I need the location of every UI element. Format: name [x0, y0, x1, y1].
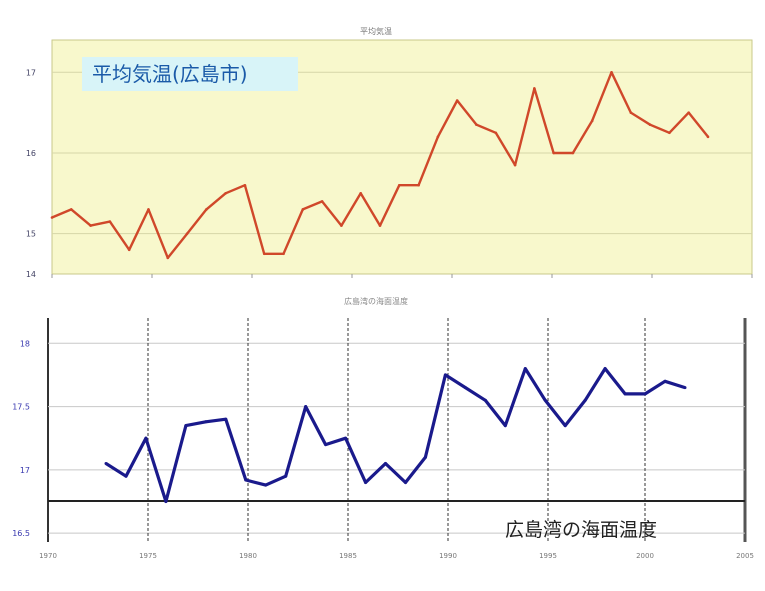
- top-data-point: [668, 131, 671, 135]
- bottom-x-tick-label: 1995: [539, 552, 557, 560]
- top-y-tick-label: 14: [26, 270, 36, 279]
- bottom-x-tick-label: 2005: [736, 552, 754, 560]
- bottom-data-point: [364, 481, 368, 485]
- bottom-series-line: [105, 366, 686, 504]
- top-x-tick-marks: [51, 274, 753, 278]
- bottom-chart-sea-temperature: 18 17.5 17 16.5 1970 1975 1980 1985 1990 1995 200…: [0, 290, 765, 591]
- top-data-point: [301, 208, 305, 211]
- bottom-data-point: [124, 474, 128, 478]
- top-chart-air-temperature: 平均気温 17 16 15 14 平均気温(広島市): [0, 0, 765, 290]
- top-data-point: [108, 220, 112, 223]
- top-data-point: [417, 183, 420, 187]
- top-data-point: [359, 192, 363, 195]
- top-data-point: [166, 256, 170, 260]
- bottom-y-tick-label: 17.5: [12, 403, 30, 412]
- top-legend-box: [82, 57, 298, 91]
- top-series-points: [50, 70, 710, 260]
- top-data-point: [147, 208, 150, 211]
- bottom-data-point: [224, 417, 228, 421]
- top-data-point: [127, 248, 131, 252]
- top-data-point: [243, 183, 247, 187]
- top-y-tick-labels: 17 16 15 14: [26, 68, 36, 279]
- top-data-point: [629, 111, 633, 114]
- top-data-point: [648, 123, 652, 127]
- top-data-point: [552, 151, 555, 155]
- top-chart-header: 平均気温: [360, 26, 392, 36]
- bottom-caption: 広島湾の海面温度: [505, 519, 657, 541]
- bottom-year-dashed-lines: [147, 318, 646, 542]
- top-y-tick-label: 16: [26, 149, 36, 158]
- top-data-point: [282, 252, 285, 256]
- bottom-x-tick-label: 1980: [239, 552, 257, 560]
- bottom-data-point: [344, 436, 348, 440]
- top-data-point: [262, 252, 266, 256]
- bottom-data-point: [583, 398, 587, 402]
- bottom-chart-header: 広島湾の海面温度: [344, 296, 408, 306]
- bottom-data-point: [623, 392, 627, 396]
- top-data-point: [687, 111, 691, 114]
- bottom-x-tick-label: 1985: [339, 552, 357, 560]
- top-data-point: [320, 200, 324, 203]
- top-data-point: [455, 99, 459, 102]
- bottom-data-point: [543, 398, 547, 402]
- bottom-data-point: [284, 474, 288, 478]
- top-data-point: [397, 183, 401, 187]
- top-data-point: [89, 224, 92, 227]
- bottom-data-point: [324, 443, 328, 447]
- top-data-point: [224, 192, 227, 195]
- top-data-point: [185, 232, 189, 235]
- top-data-point: [378, 224, 382, 227]
- top-legend-label: 平均気温(広島市): [92, 62, 248, 86]
- bottom-gridlines: [48, 342, 745, 534]
- top-data-point: [610, 70, 613, 74]
- bottom-data-point: [603, 367, 607, 371]
- bottom-data-point: [663, 379, 667, 383]
- bottom-data-point: [104, 462, 108, 466]
- bottom-data-point: [144, 436, 148, 440]
- bottom-data-point: [264, 483, 268, 487]
- top-data-point: [533, 87, 536, 90]
- bottom-x-tick-label: 1975: [139, 552, 157, 560]
- top-data-point: [475, 123, 478, 127]
- bottom-x-tick-label: 2000: [636, 552, 654, 560]
- bottom-chart-background: [0, 290, 765, 591]
- bottom-y-tick-labels: 18 17.5 17 16.5: [12, 339, 30, 538]
- bottom-data-point: [204, 420, 208, 424]
- top-data-point: [571, 151, 575, 155]
- bottom-y-tick-label: 18: [20, 339, 30, 348]
- top-data-point: [513, 163, 517, 167]
- bottom-data-point: [184, 424, 188, 428]
- top-data-point: [436, 135, 440, 139]
- top-y-tick-label: 17: [26, 68, 36, 77]
- top-data-point: [205, 208, 208, 211]
- bottom-data-point: [483, 398, 487, 402]
- bottom-data-point: [463, 386, 467, 390]
- top-data-point: [590, 119, 594, 122]
- bottom-x-tick-label: 1990: [439, 552, 457, 560]
- bottom-series-points: [104, 367, 687, 504]
- bottom-data-point: [443, 373, 447, 377]
- bottom-data-point: [523, 367, 527, 371]
- bottom-data-point: [164, 500, 168, 504]
- top-y-tick-label: 15: [26, 230, 36, 239]
- bottom-y-tick-label: 17: [20, 466, 30, 475]
- bottom-x-tick-labels: 1970 1975 1980 1985 1990 1995 2000 2005: [39, 552, 754, 560]
- bottom-data-point: [384, 462, 388, 466]
- bottom-data-point: [244, 478, 248, 482]
- top-data-point: [50, 216, 54, 219]
- top-data-point: [69, 208, 73, 211]
- bottom-data-point: [304, 405, 308, 409]
- bottom-data-point: [563, 424, 567, 428]
- top-data-point: [706, 135, 710, 139]
- bottom-data-point: [643, 392, 647, 396]
- bottom-data-point: [423, 455, 427, 459]
- bottom-data-point: [403, 481, 407, 485]
- bottom-y-tick-label: 16.5: [12, 529, 30, 538]
- bottom-x-tick-label: 1970: [39, 552, 57, 560]
- top-data-point: [340, 224, 343, 227]
- bottom-data-point: [683, 386, 687, 390]
- bottom-data-point: [503, 424, 507, 428]
- top-data-point: [494, 131, 498, 135]
